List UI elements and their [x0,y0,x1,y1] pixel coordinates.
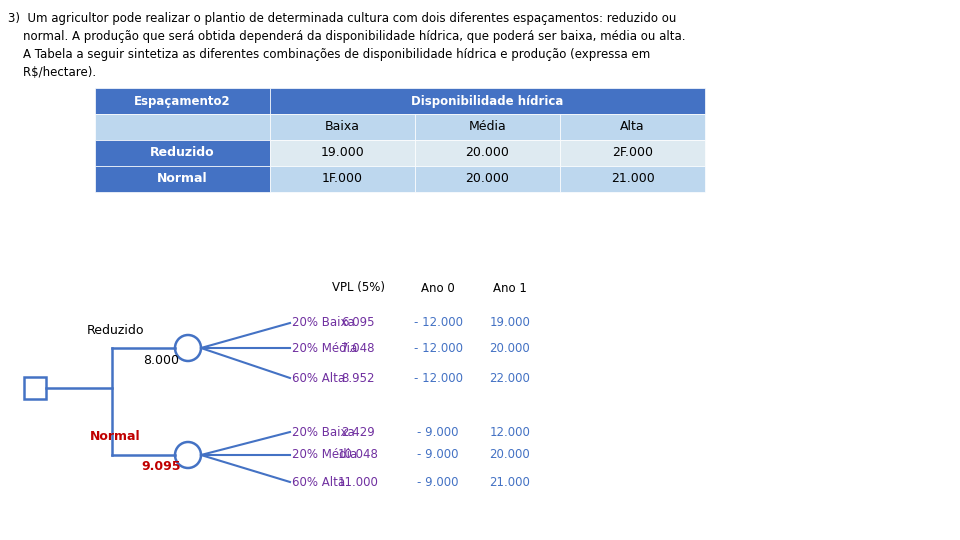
Text: 11.000: 11.000 [338,476,378,489]
Text: 20% Baixa: 20% Baixa [292,316,355,329]
Text: 60% Alta: 60% Alta [292,476,346,489]
Circle shape [175,442,201,468]
Text: 20% Média: 20% Média [292,341,357,354]
Text: 19.000: 19.000 [321,146,365,159]
Text: 7.048: 7.048 [341,341,374,354]
Bar [560,140,705,166]
Text: 9.095: 9.095 [141,461,180,474]
Text: - 9.000: - 9.000 [418,426,459,438]
Text: - 12.000: - 12.000 [414,341,463,354]
Text: 12.000: 12.000 [490,426,531,438]
Text: 20.000: 20.000 [466,172,510,186]
Text: 1F.000: 1F.000 [322,172,363,186]
Text: 21.000: 21.000 [611,172,655,186]
Bar [95,88,270,114]
Text: 2F.000: 2F.000 [612,146,653,159]
Text: Disponibilidade hídrica: Disponibilidade hídrica [411,94,564,107]
Text: Baixa: Baixa [325,120,360,133]
Bar [560,166,705,192]
Text: - 12.000: - 12.000 [414,372,463,384]
Text: 20% Média: 20% Média [292,449,357,462]
Text: A Tabela a seguir sintetiza as diferentes combinações de disponibilidade hídrica: A Tabela a seguir sintetiza as diferente… [8,48,650,61]
Bar [560,114,705,140]
Text: Alta: Alta [620,120,645,133]
Text: 6.095: 6.095 [341,316,374,329]
Bar [270,166,415,192]
Text: 20.000: 20.000 [490,449,530,462]
Text: 22.000: 22.000 [490,372,531,384]
Text: - 9.000: - 9.000 [418,476,459,489]
Text: - 9.000: - 9.000 [418,449,459,462]
Bar [270,88,705,114]
Bar [270,114,415,140]
Text: 21.000: 21.000 [490,476,531,489]
Text: Normal: Normal [89,430,140,443]
Text: R$/hectare).: R$/hectare). [8,66,96,79]
Text: Média: Média [468,120,506,133]
Text: 20.000: 20.000 [490,341,530,354]
Bar [95,140,270,166]
Text: 8.000: 8.000 [143,354,179,367]
Bar [270,140,415,166]
Text: 20% Baixa: 20% Baixa [292,426,355,438]
Text: Reduzido: Reduzido [86,323,144,336]
Bar [415,166,560,192]
Bar [415,140,560,166]
Bar [415,114,560,140]
Text: 60% Alta: 60% Alta [292,372,346,384]
Text: 3)  Um agricultor pode realizar o plantio de determinada cultura com dois difere: 3) Um agricultor pode realizar o plantio… [8,12,677,25]
Text: Ano 0: Ano 0 [421,281,455,294]
Text: Normal: Normal [157,172,207,186]
Bar [95,166,270,192]
Text: 10.048: 10.048 [338,449,378,462]
Text: VPL (5%): VPL (5%) [331,281,385,294]
Text: 19.000: 19.000 [490,316,531,329]
Text: Reduzido: Reduzido [150,146,215,159]
Text: Espaçamento2: Espaçamento2 [134,94,230,107]
Text: 2.429: 2.429 [341,426,374,438]
Bar [24,377,46,399]
Text: Ano 1: Ano 1 [493,281,527,294]
Text: 8.952: 8.952 [341,372,374,384]
Bar [95,114,270,140]
Text: 20.000: 20.000 [466,146,510,159]
Text: - 12.000: - 12.000 [414,316,463,329]
Circle shape [175,335,201,361]
Text: normal. A produção que será obtida dependerá da disponibilidade hídrica, que pod: normal. A produção que será obtida depen… [8,30,685,43]
